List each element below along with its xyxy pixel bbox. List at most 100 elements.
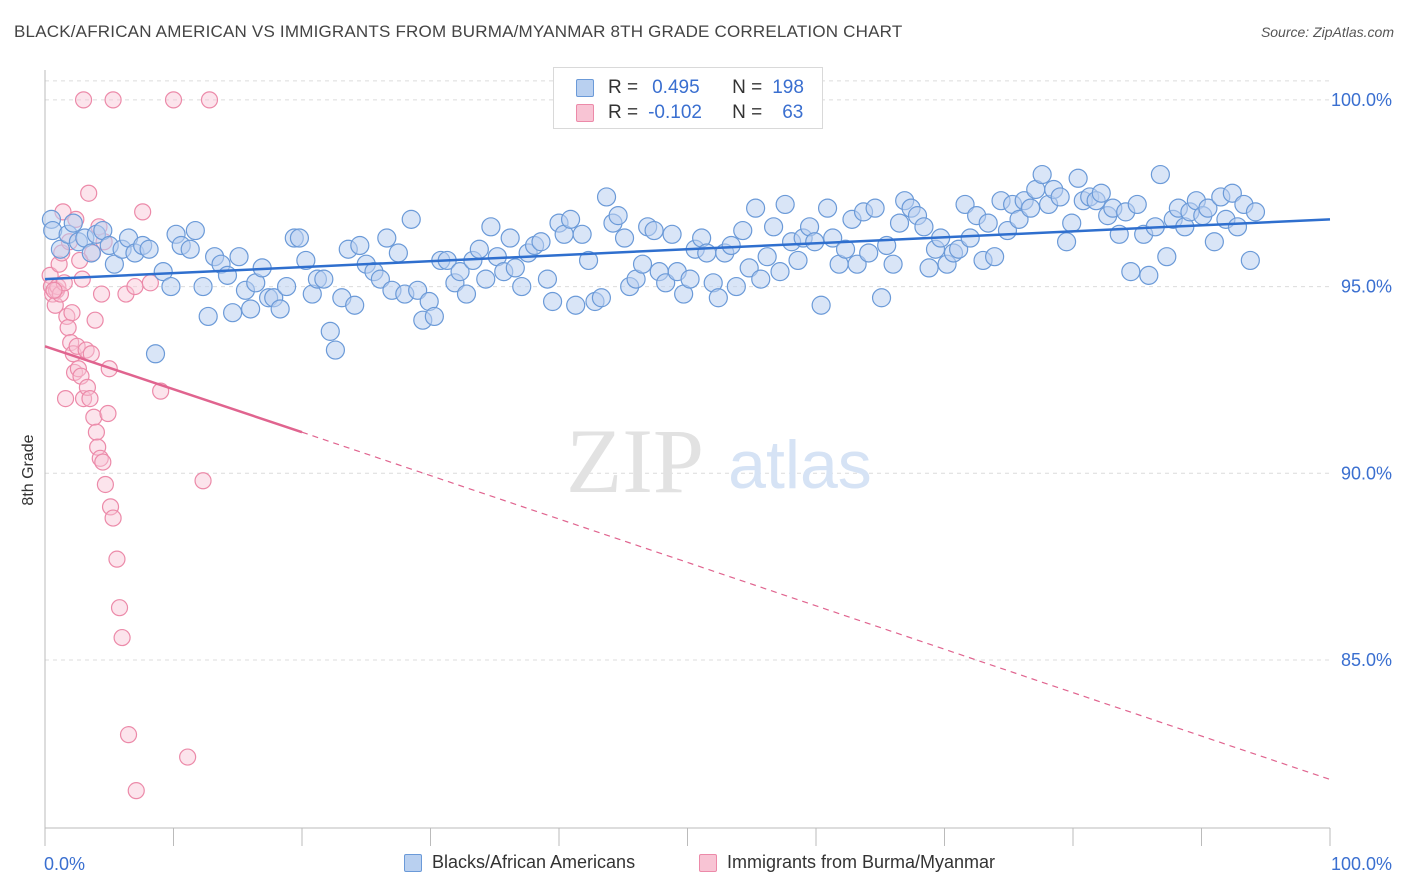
black-point — [644, 220, 664, 241]
burma-point — [74, 389, 93, 408]
burma-point — [80, 184, 98, 202]
burma-point — [92, 285, 111, 303]
gridlines — [45, 80, 1330, 661]
x-tick-label-max: 100.0% — [1331, 854, 1392, 874]
pink-swatch — [699, 853, 717, 872]
burma-point — [104, 509, 122, 527]
n-value: 63 — [782, 102, 804, 123]
black-point — [632, 254, 653, 274]
burma-point — [119, 726, 138, 744]
black-point — [1062, 213, 1082, 233]
r-label: R = — [608, 77, 639, 98]
black-point — [871, 288, 892, 308]
black-point — [104, 254, 124, 274]
burma-point — [94, 453, 112, 471]
black-point — [811, 295, 831, 315]
correlation-legend: R = 0.495 N = 198 R = -0.102 N = 63 — [553, 67, 823, 129]
black-point — [1020, 198, 1041, 218]
black-point — [757, 247, 777, 267]
black-point — [370, 269, 390, 289]
burma-point — [68, 337, 86, 355]
black-point — [81, 243, 101, 263]
black-point — [914, 217, 934, 237]
black-point — [63, 213, 83, 233]
black-point — [865, 198, 885, 218]
black-point — [1009, 209, 1029, 229]
legend-label: Blacks/African Americans — [432, 852, 636, 872]
black-point — [139, 239, 159, 259]
black-point — [805, 232, 825, 252]
black-point — [153, 262, 173, 282]
black-point — [223, 303, 243, 323]
black-point — [320, 321, 340, 341]
legend-row-black: R = 0.495 N = 198 — [576, 76, 804, 100]
legend-row-burma: R = -0.102 N = 63 — [576, 101, 803, 125]
blue-swatch — [576, 79, 594, 97]
black-trend-line — [44, 218, 1331, 281]
black-point — [978, 213, 998, 233]
burma-series-points — [41, 91, 219, 800]
black-point — [788, 250, 808, 271]
black-point — [919, 258, 939, 278]
black-point — [1150, 164, 1170, 185]
black-point — [270, 299, 290, 319]
black-point — [835, 239, 856, 259]
black-point — [985, 247, 1005, 267]
n-label: N = — [732, 102, 763, 123]
black-point — [350, 235, 370, 256]
black-point — [500, 228, 520, 248]
legend-item-burma: Immigrants from Burma/Myanmar — [699, 852, 995, 873]
black-point — [847, 254, 867, 274]
black-point — [746, 198, 766, 218]
watermark-zip: ZIP — [566, 410, 704, 512]
chart-title: BLACK/AFRICAN AMERICAN VS IMMIGRANTS FRO… — [14, 22, 903, 41]
burma-point — [104, 91, 122, 109]
r-label: R = — [608, 102, 639, 123]
black-point — [1227, 217, 1248, 237]
black-point — [1091, 183, 1111, 203]
burma-point — [134, 203, 152, 221]
black-point — [388, 243, 408, 263]
black-point — [572, 224, 592, 244]
black-point — [537, 269, 558, 289]
r-value: -0.102 — [648, 102, 702, 123]
black-point — [656, 273, 676, 293]
axes — [44, 70, 1331, 846]
black-point — [708, 288, 728, 308]
black-point — [296, 250, 316, 271]
y-axis-label: 8th Grade — [20, 434, 37, 505]
burma-point — [110, 599, 129, 617]
black-point — [450, 262, 470, 282]
burma-point — [87, 423, 106, 441]
black-point — [241, 299, 261, 319]
black-point — [476, 269, 496, 289]
black-point — [325, 340, 346, 360]
burma-point — [200, 91, 219, 109]
black-point — [481, 217, 501, 237]
burma-point — [99, 404, 117, 423]
black-point — [1056, 232, 1077, 252]
black-point — [662, 224, 682, 244]
black-point — [817, 198, 838, 218]
y-tick-label: 100.0% — [1331, 90, 1392, 110]
black-point — [531, 232, 551, 252]
black-point — [185, 220, 205, 241]
x-tick-label-min: 0.0% — [44, 854, 85, 874]
black-point — [751, 269, 771, 289]
burma-point — [108, 550, 126, 568]
burma-point — [63, 304, 81, 322]
legend-item-black: Blacks/African Americans — [404, 852, 635, 873]
burma-point — [127, 782, 145, 800]
black-point — [542, 291, 563, 312]
burma-point — [56, 389, 75, 408]
burma-point — [86, 311, 104, 329]
series-legend: Blacks/African Americans Immigrants from… — [0, 852, 1406, 878]
black-point — [180, 239, 200, 259]
legend-label: Immigrants from Burma/Myanmar — [727, 852, 996, 872]
black-point — [505, 258, 525, 278]
black-point — [608, 206, 628, 226]
burma-point — [101, 498, 120, 516]
black-point — [949, 239, 969, 259]
black-point — [596, 187, 617, 207]
black-point — [1157, 247, 1177, 267]
